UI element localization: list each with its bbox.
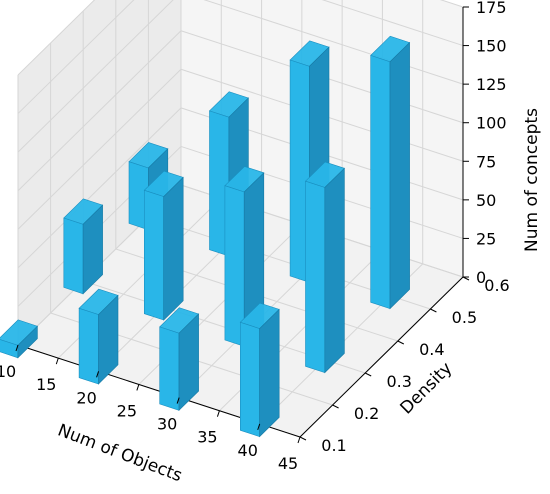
bars	[0, 35, 411, 438]
bar-side	[389, 41, 410, 310]
y-tick-mark	[430, 308, 437, 313]
x-tick-label: 15	[36, 375, 56, 394]
z-tick-label: 100	[476, 114, 507, 133]
bar-front	[78, 307, 99, 385]
grid-line-z-left	[17, 0, 135, 114]
bar	[143, 170, 184, 321]
bar-side	[17, 325, 38, 359]
y-tick-mark	[332, 404, 339, 409]
y-tick-mark	[397, 340, 405, 345]
grid-line-z-back	[321, 0, 464, 47]
x-tick-mark	[257, 423, 261, 431]
y-tick-label: 0.1	[321, 436, 346, 455]
grid-line-z-left	[17, 68, 182, 230]
bar-front	[305, 180, 326, 374]
x-tick-mark	[216, 410, 220, 417]
z-tick-label: 150	[476, 37, 507, 56]
x-tick-mark	[96, 371, 100, 378]
bar-side	[82, 204, 103, 295]
z-tick-label: 175	[476, 0, 507, 17]
x-tick-mark	[15, 344, 19, 352]
bar-front	[240, 321, 260, 438]
bar	[370, 35, 411, 310]
grid-line-z-left	[17, 30, 182, 192]
x-tick-mark	[55, 357, 59, 365]
bar	[159, 307, 200, 412]
bar	[239, 302, 280, 438]
z-tick-label: 125	[476, 75, 507, 94]
x-tick-label: 45	[278, 454, 298, 473]
x-tick-label: 10	[0, 362, 16, 381]
bar-side	[98, 294, 119, 385]
bar-front	[63, 217, 84, 295]
y-tick-mark	[364, 372, 372, 377]
bar-side	[163, 176, 184, 321]
bar	[224, 166, 265, 348]
z-axis-label: Num of concepts	[522, 108, 542, 252]
bar-front	[159, 326, 180, 411]
bar-front	[370, 54, 391, 310]
bar-side	[324, 167, 345, 374]
y-tick-label: 0.3	[386, 372, 411, 391]
bar	[0, 319, 38, 359]
y-tick-label: 0.4	[419, 340, 444, 359]
x-tick-label: 40	[238, 441, 258, 460]
x-tick-label: 30	[157, 415, 177, 434]
y-tick-label: 0.5	[452, 308, 477, 327]
bar-side	[178, 313, 199, 412]
bar	[78, 288, 119, 385]
y-tick-mark	[299, 436, 307, 441]
x-tick-label: 35	[197, 428, 217, 447]
y-tick-label: 0.2	[354, 404, 379, 423]
y-tick-label: 0.6	[484, 276, 509, 295]
x-tick-label: 20	[76, 388, 96, 407]
bar-front	[144, 189, 164, 321]
z-tick-label: 25	[476, 229, 496, 248]
grid-line-z-left	[17, 107, 182, 269]
left-pane	[18, 0, 181, 345]
x-tick-mark	[136, 384, 140, 391]
bar	[304, 161, 345, 374]
bar	[63, 198, 104, 295]
grid-line-z-back	[203, 0, 464, 85]
x-tick-mark	[176, 397, 180, 404]
x-tick-mark	[297, 436, 301, 444]
z-tick-label: 75	[476, 152, 496, 171]
z-tick-label: 50	[476, 191, 496, 210]
tick-labels: 10 15 20 25 30 35 40 45 0.1 0.2 0.3 0.4 0.5 0.60 25 50 7…	[0, 0, 510, 473]
z-tick-label: 0	[476, 268, 486, 287]
y-axis-line	[299, 276, 464, 438]
x-tick-label: 25	[117, 401, 137, 420]
grid-line-z-left	[17, 0, 174, 153]
bar-side	[259, 308, 280, 438]
grid-line-z-left	[17, 0, 96, 76]
